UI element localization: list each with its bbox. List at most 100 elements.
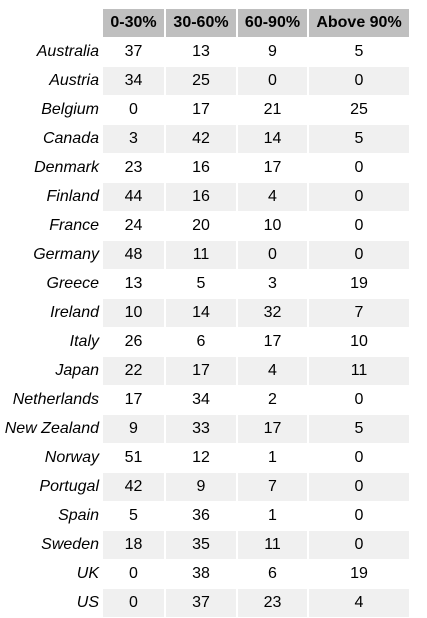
- table-cell: 11: [309, 357, 409, 386]
- table-cell: 10: [238, 212, 307, 241]
- table-cell: 25: [166, 67, 236, 96]
- table-row: Finland 44 16 4 0: [2, 183, 409, 212]
- table-cell: 13: [103, 270, 164, 299]
- table-cell: 0: [309, 183, 409, 212]
- row-header-country: Germany: [2, 241, 101, 270]
- table-cell: 44: [103, 183, 164, 212]
- table-row: Japan 22 17 4 11: [2, 357, 409, 386]
- table-cell: 4: [238, 183, 307, 212]
- table-row: Netherlands 17 34 2 0: [2, 386, 409, 415]
- table-cell: 0: [103, 560, 164, 589]
- table-row: US 0 37 23 4: [2, 589, 409, 618]
- table-cell: 0: [309, 67, 409, 96]
- table-cell: 0: [309, 212, 409, 241]
- table-cell: 16: [166, 183, 236, 212]
- table-row: Canada 3 42 14 5: [2, 125, 409, 154]
- row-header-country: Netherlands: [2, 386, 101, 415]
- table-cell: 16: [166, 154, 236, 183]
- table-cell: 4: [309, 589, 409, 618]
- table-cell: 23: [103, 154, 164, 183]
- row-header-country: Norway: [2, 444, 101, 473]
- column-header: 30-60%: [166, 9, 236, 38]
- data-table: 0-30% 30-60% 60-90% Above 90% Australia 3…: [0, 9, 411, 618]
- table-cell: 0: [309, 241, 409, 270]
- table-row: Norway 51 12 1 0: [2, 444, 409, 473]
- table-row: Germany 48 11 0 0: [2, 241, 409, 270]
- row-header-country: Greece: [2, 270, 101, 299]
- row-header-country: Canada: [2, 125, 101, 154]
- table-cell: 26: [103, 328, 164, 357]
- table-cell: 14: [166, 299, 236, 328]
- table-row: Australia 37 13 9 5: [2, 38, 409, 67]
- table-cell: 17: [103, 386, 164, 415]
- table-cell: 0: [309, 386, 409, 415]
- table-cell: 21: [238, 96, 307, 125]
- table-cell: 10: [103, 299, 164, 328]
- table-cell: 51: [103, 444, 164, 473]
- table-cell: 2: [238, 386, 307, 415]
- table-cell: 3: [103, 125, 164, 154]
- table-cell: 17: [166, 357, 236, 386]
- row-header-country: Portugal: [2, 473, 101, 502]
- table-cell: 19: [309, 560, 409, 589]
- table-cell: 5: [166, 270, 236, 299]
- table-row: Austria 34 25 0 0: [2, 67, 409, 96]
- table-cell: 34: [103, 67, 164, 96]
- column-header: Above 90%: [309, 9, 409, 38]
- table-cell: 35: [166, 531, 236, 560]
- row-header-country: US: [2, 589, 101, 618]
- table-row: Spain 5 36 1 0: [2, 502, 409, 531]
- row-header-country: Japan: [2, 357, 101, 386]
- table-cell: 12: [166, 444, 236, 473]
- row-header-country: New Zealand: [2, 415, 101, 444]
- table-cell: 5: [309, 415, 409, 444]
- table-row: UK 0 38 6 19: [2, 560, 409, 589]
- row-header-country: Australia: [2, 38, 101, 67]
- table-cell: 0: [309, 502, 409, 531]
- table-cell: 5: [309, 125, 409, 154]
- table-cell: 34: [166, 386, 236, 415]
- row-header-country: Belgium: [2, 96, 101, 125]
- table-cell: 23: [238, 589, 307, 618]
- table-cell: 10: [309, 328, 409, 357]
- table-cell: 9: [238, 38, 307, 67]
- row-header-country: UK: [2, 560, 101, 589]
- table-cell: 0: [309, 531, 409, 560]
- table-row: Belgium 0 17 21 25: [2, 96, 409, 125]
- table-cell: 17: [238, 415, 307, 444]
- table-cell: 7: [238, 473, 307, 502]
- table-cell: 18: [103, 531, 164, 560]
- table-cell: 0: [103, 96, 164, 125]
- table-cell: 17: [238, 154, 307, 183]
- row-header-country: Ireland: [2, 299, 101, 328]
- header-row: 0-30% 30-60% 60-90% Above 90%: [2, 9, 409, 38]
- table-cell: 32: [238, 299, 307, 328]
- row-header-country: Austria: [2, 67, 101, 96]
- table-cell: 5: [103, 502, 164, 531]
- row-header-country: Denmark: [2, 154, 101, 183]
- table-row: France 24 20 10 0: [2, 212, 409, 241]
- table-cell: 1: [238, 502, 307, 531]
- table-cell: 6: [166, 328, 236, 357]
- table-cell: 17: [238, 328, 307, 357]
- table-row: Sweden 18 35 11 0: [2, 531, 409, 560]
- column-header: 0-30%: [103, 9, 164, 38]
- table-cell: 37: [166, 589, 236, 618]
- table-cell: 24: [103, 212, 164, 241]
- table-row: New Zealand 9 33 17 5: [2, 415, 409, 444]
- table-cell: 4: [238, 357, 307, 386]
- table-cell: 11: [166, 241, 236, 270]
- table-cell: 25: [309, 96, 409, 125]
- table-row: Ireland 10 14 32 7: [2, 299, 409, 328]
- table-cell: 17: [166, 96, 236, 125]
- table-cell: 22: [103, 357, 164, 386]
- table-cell: 1: [238, 444, 307, 473]
- column-header: 60-90%: [238, 9, 307, 38]
- table-row: Portugal 42 9 7 0: [2, 473, 409, 502]
- table-cell: 48: [103, 241, 164, 270]
- table-cell: 20: [166, 212, 236, 241]
- row-header-country: Spain: [2, 502, 101, 531]
- table-cell: 7: [309, 299, 409, 328]
- row-header-country: Italy: [2, 328, 101, 357]
